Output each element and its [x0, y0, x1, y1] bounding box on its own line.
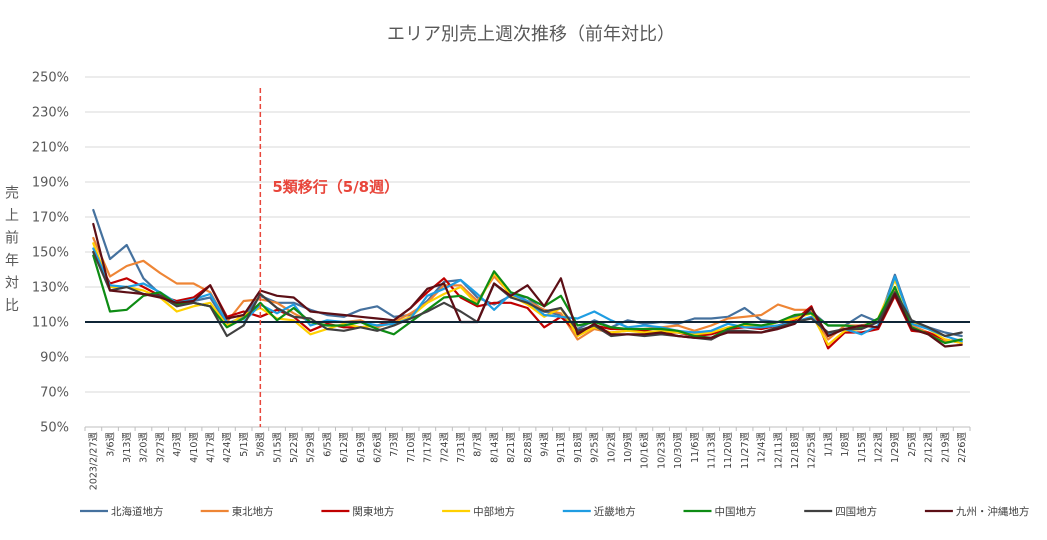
series-lines — [92, 208, 963, 350]
y-axis-title: 売上前年対比 — [3, 185, 19, 320]
gridlines — [85, 76, 970, 393]
x-tick-label: 1/1週 — [822, 432, 834, 457]
x-tick-label: 10/16週 — [639, 432, 651, 469]
legend-item-kyushu-okinawa: 九州・沖縄地方 — [924, 505, 1030, 518]
x-tick-label: 2/5週 — [906, 432, 918, 457]
x-tick-label: 3/20週 — [138, 432, 150, 463]
y-tick-label: 210% — [32, 141, 69, 156]
x-tick-label: 10/23週 — [655, 432, 667, 469]
x-tick-label: 11/13週 — [705, 432, 717, 469]
x-tick-label: 3/27週 — [154, 432, 166, 463]
y-tick-label: 230% — [32, 106, 69, 121]
legend-item-chubu: 中部地方 — [442, 505, 515, 518]
y-tick-label: 110% — [32, 316, 69, 331]
event-marker-group: 5類移行（5/8週） — [259, 88, 399, 427]
x-tick-label: 6/26週 — [372, 432, 384, 463]
legend-item-kinki: 近畿地方 — [562, 505, 636, 518]
legend-item-shikoku: 四国地方 — [804, 505, 877, 518]
marker-annotation: 5類移行（5/8週） — [272, 178, 399, 196]
x-tick-label: 8/28週 — [522, 432, 534, 463]
x-tick-label: 7/3週 — [388, 432, 400, 457]
x-tick-label: 3/6週 — [104, 432, 116, 457]
x-tick-label: 7/31週 — [455, 432, 467, 463]
legend-label: 近畿地方 — [594, 505, 636, 518]
x-tick-label: 2023/2/27週 — [88, 432, 100, 491]
legend-item-hokkaido: 北海道地方 — [80, 505, 164, 518]
legend-label: 北海道地方 — [111, 505, 164, 518]
legend: 北海道地方 東北地方 関東地方 中部地方 近畿地方 中国地方 四国地方 九州・沖縄地方 — [80, 505, 1029, 518]
x-tick-label: 4/17週 — [205, 432, 217, 463]
x-tick-label: 7/10週 — [405, 432, 417, 463]
x-tick-label: 9/18週 — [572, 432, 584, 463]
x-axis — [84, 426, 971, 431]
legend-label: 四国地方 — [835, 505, 877, 518]
x-tick-label: 5/8週 — [255, 432, 267, 457]
x-tick-label: 2/26週 — [956, 432, 968, 463]
x-tick-label: 11/27週 — [739, 432, 751, 469]
x-tick-label: 5/22週 — [288, 432, 300, 463]
x-tick-label: 8/7週 — [472, 432, 484, 457]
x-tick-label: 7/24週 — [438, 432, 450, 463]
series-line-kinki — [92, 247, 963, 343]
x-tick-label: 9/11週 — [555, 432, 567, 463]
x-tick-label: 6/19週 — [355, 432, 367, 463]
x-tick-label: 1/29週 — [889, 432, 901, 463]
x-tick-label: 2/19週 — [939, 432, 951, 463]
x-tick-label: 8/21週 — [505, 432, 517, 463]
legend-item-chugoku: 中国地方 — [683, 505, 757, 518]
x-tick-label: 1/8週 — [839, 432, 851, 457]
y-tick-label: 90% — [40, 351, 69, 366]
x-tick-label: 12/11週 — [772, 432, 784, 469]
x-tick-label: 10/2週 — [605, 432, 617, 463]
x-tick-label: 4/3週 — [171, 432, 183, 457]
x-tick-label: 9/4週 — [538, 432, 550, 457]
y-axis-tick-labels: 250% 230% 210% 190% 170% 150% 130% 110% 90% 70% 50… — [32, 71, 69, 436]
y-tick-label: 130% — [32, 281, 69, 296]
y-tick-label: 70% — [40, 386, 69, 401]
y-tick-label: 250% — [32, 71, 69, 86]
legend-label: 九州・沖縄地方 — [956, 505, 1030, 518]
legend-item-tohoku: 東北地方 — [200, 505, 274, 518]
x-tick-label: 6/12週 — [338, 432, 350, 463]
x-tick-label: 1/15週 — [856, 432, 868, 463]
x-tick-label: 9/25週 — [589, 432, 601, 463]
x-tick-label: 3/13週 — [121, 432, 133, 463]
x-tick-label: 12/18週 — [789, 432, 801, 469]
x-tick-label: 4/10週 — [188, 432, 200, 463]
x-tick-label: 12/4週 — [756, 432, 768, 463]
x-tick-label: 2/12週 — [923, 432, 935, 463]
x-tick-label: 5/15週 — [271, 432, 283, 463]
x-tick-label: 10/9週 — [622, 432, 634, 463]
x-tick-label: 11/6週 — [689, 432, 701, 463]
y-tick-label: 50% — [40, 421, 69, 436]
x-tick-label: 5/29週 — [305, 432, 317, 463]
chart-title: エリア別売上週次推移（前年対比） — [387, 24, 675, 45]
x-tick-label: 11/20週 — [722, 432, 734, 469]
legend-label: 関東地方 — [352, 505, 394, 518]
x-tick-label: 8/14週 — [488, 432, 500, 463]
y-tick-label: 190% — [32, 176, 69, 191]
x-tick-label: 10/30週 — [672, 432, 684, 469]
legend-item-kanto: 関東地方 — [321, 505, 394, 518]
x-tick-label: 7/17週 — [422, 432, 434, 463]
legend-label: 東北地方 — [232, 505, 274, 518]
x-tick-label: 4/24週 — [221, 432, 233, 463]
legend-label: 中部地方 — [473, 505, 515, 518]
x-tick-label: 6/5週 — [321, 432, 333, 457]
legend-label: 中国地方 — [715, 505, 757, 518]
series-line-kyushu-okinawa — [92, 222, 963, 348]
x-tick-label: 5/1週 — [238, 432, 250, 457]
x-tick-label: 1/22週 — [872, 432, 884, 463]
series-line-kanto — [92, 250, 963, 350]
y-tick-label: 150% — [32, 246, 69, 261]
x-tick-label: 12/25週 — [806, 432, 818, 469]
y-tick-label: 170% — [32, 211, 69, 226]
x-axis-tick-labels: 2023/2/27週 3/6週 3/13週 3/20週 3/27週 4/3週 4/10週 4/… — [88, 432, 968, 491]
series-line-shikoku — [92, 250, 963, 341]
